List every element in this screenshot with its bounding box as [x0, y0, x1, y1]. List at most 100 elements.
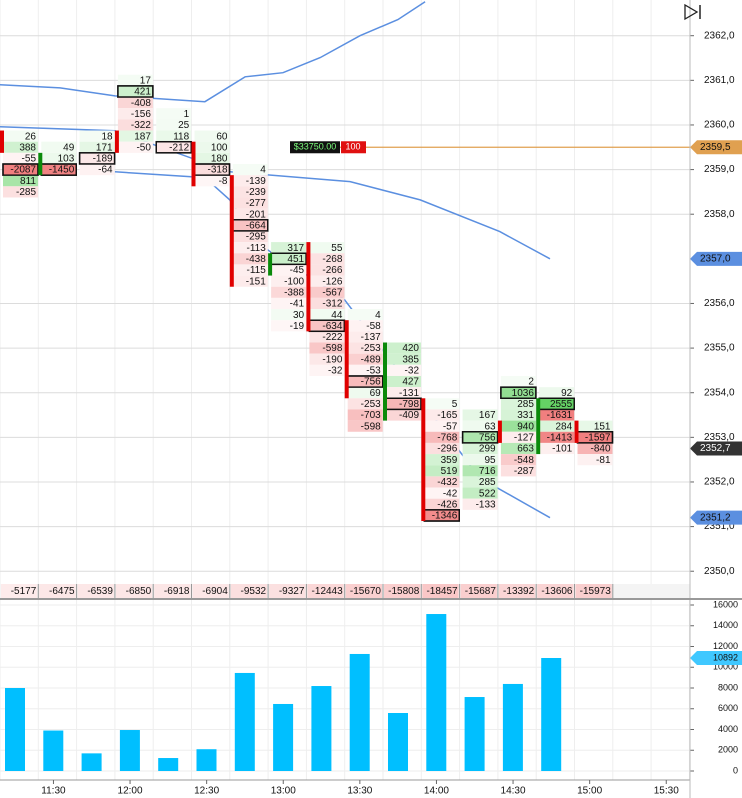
footprint-value: -312: [322, 299, 342, 310]
x-tick-label: 12:30: [194, 786, 219, 797]
footprint-cell: [232, 253, 268, 265]
footprint-value: 385: [402, 354, 419, 365]
footprint-value: -432: [437, 477, 457, 488]
footprint-value: -201: [246, 209, 266, 220]
footprint-cell: [117, 74, 153, 86]
footprint-cell: [194, 130, 230, 142]
footprint-cell: [309, 264, 345, 276]
footprint-cell: [232, 264, 268, 276]
delta-cell: [575, 584, 612, 598]
delta-value: -15687: [465, 586, 497, 597]
footprint-cell: [347, 387, 383, 399]
footprint-cell: [500, 375, 536, 388]
footprint-value: -19: [290, 321, 305, 332]
footprint-value: 187: [134, 131, 151, 142]
footprint-value: -45: [290, 265, 305, 276]
footprint-value: 25: [178, 120, 190, 131]
candle-body: [306, 242, 311, 332]
footprint-value: 522: [479, 488, 496, 499]
footprint-value: -295: [246, 232, 266, 243]
y-tick-label: 10000: [713, 662, 738, 672]
y-tick-label: 12000: [713, 641, 738, 651]
last-price-marker: [690, 441, 742, 456]
footprint-value: 716: [479, 466, 496, 477]
delta-cell: [1, 584, 38, 598]
footprint-value: -664: [246, 221, 266, 232]
volume-bar: [502, 683, 523, 771]
footprint-value: -438: [246, 254, 266, 265]
y-tick-label: 2361,0: [704, 75, 735, 86]
footprint-cell: [424, 476, 460, 488]
footprint-cell: [462, 442, 498, 455]
footprint-cell: [424, 465, 460, 477]
footprint-value: -1597: [585, 432, 611, 443]
footprint-value: -8: [219, 176, 228, 187]
footprint-cell: [271, 297, 307, 310]
footprint-cell: [462, 487, 498, 499]
footprint-value: -100: [284, 276, 304, 287]
footprint-value: -548: [514, 455, 534, 466]
footprint-value: -285: [16, 187, 36, 198]
delta-value: -15670: [350, 586, 382, 597]
y-tick-label: 2362,0: [704, 30, 735, 41]
footprint-cell: [41, 152, 77, 165]
footprint-cell: [500, 442, 536, 455]
footprint-value: 317: [287, 243, 304, 254]
footprint-cell: [424, 420, 460, 432]
footprint-cell: [309, 253, 345, 265]
layer-top: 2350,0 2351,0 2352,0 2353,0 2354,0 2355,0 2356…: [0, 30, 742, 797]
footprint-value: 30: [293, 310, 305, 321]
delta-value: -6475: [49, 586, 75, 597]
footprint-value: -64: [98, 165, 113, 176]
footprint-cell: [117, 108, 153, 120]
footprint-cell: [79, 130, 115, 142]
footprint-cell: [539, 431, 575, 443]
footprint-cell: [156, 119, 192, 131]
footprint-value: 331: [517, 410, 534, 421]
footprint-value: 18: [101, 131, 113, 142]
footprint-cell: [347, 409, 383, 421]
x-tick-label: 14:00: [424, 786, 449, 797]
footprint-value: 60: [216, 131, 228, 142]
footprint-value: 5: [452, 399, 458, 410]
delta-value: -6918: [164, 586, 190, 597]
y-tick-label: 2355,0: [704, 343, 735, 354]
volume-bar: [43, 730, 64, 771]
footprint-cell: [539, 420, 575, 432]
delta-value: -18457: [426, 586, 458, 597]
footprint-value: -57: [443, 421, 458, 432]
footprint-value: 63: [484, 421, 496, 432]
play-icon[interactable]: [684, 3, 701, 21]
candle-body: [497, 420, 502, 443]
footprint-cell: [194, 175, 230, 187]
delta-value: -12443: [312, 586, 344, 597]
volume-bar: [234, 672, 255, 771]
footprint-value: -101: [552, 444, 572, 455]
footprint-value: -408: [131, 98, 151, 109]
footprint-value: -322: [131, 120, 151, 131]
footprint-value: 26: [25, 131, 37, 142]
footprint-value: -277: [246, 198, 266, 209]
footprint-value: -156: [131, 109, 151, 120]
footprint-cell: [79, 141, 115, 153]
delta-value: -15973: [580, 586, 612, 597]
footprint-value: -409: [399, 410, 419, 421]
footprint-value: 180: [211, 154, 228, 165]
footprint-cell: [194, 141, 230, 153]
volume-bar: [196, 749, 217, 771]
delta-value: -15808: [388, 586, 420, 597]
x-tick-label: 14:30: [501, 786, 526, 797]
footprint-cell: [462, 454, 498, 466]
footprint-value: 811: [20, 176, 36, 187]
footprint-value: -133: [476, 499, 496, 510]
footprint-value: -703: [361, 410, 381, 421]
price-marker: [690, 251, 742, 266]
play-glyph: [684, 3, 699, 21]
footprint-value: -598: [322, 343, 342, 354]
footprint-cell: [79, 164, 115, 176]
volume-marker: [690, 650, 742, 665]
footprint-value: -287: [514, 466, 534, 477]
footprint-value: -798: [399, 399, 419, 410]
layer-cells: 26388-55-2087811-28549103-145018171-189-…: [0, 74, 614, 771]
